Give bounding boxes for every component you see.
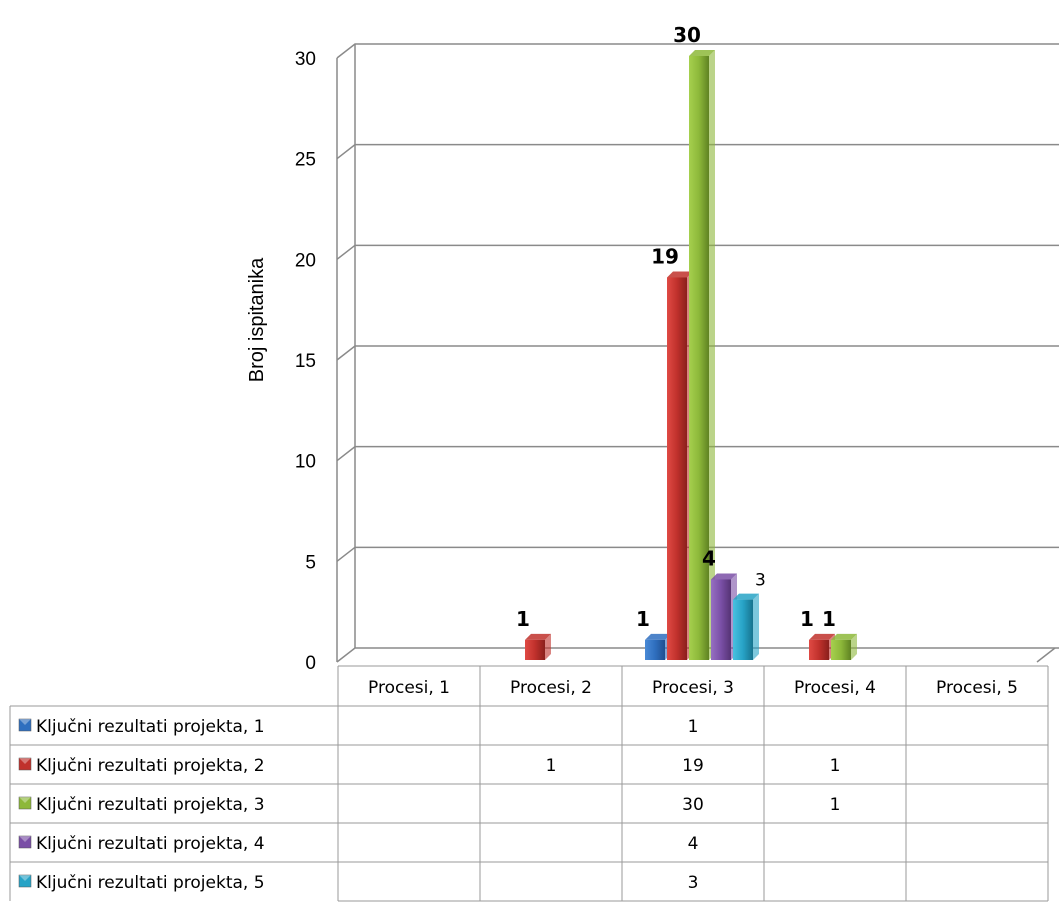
legend-key — [18, 796, 32, 810]
data-label: 1 — [516, 607, 530, 631]
category-label: Procesi, 1 — [368, 678, 450, 698]
y-tick-label: 20 — [295, 250, 316, 271]
bar — [711, 579, 731, 660]
bar — [525, 639, 545, 660]
y-tick-label: 15 — [295, 351, 316, 372]
floor-edge — [1036, 647, 1056, 663]
table-cell-value: 1 — [546, 756, 557, 776]
gridlines — [336, 43, 1059, 663]
y-tick-label: 25 — [295, 150, 316, 171]
table-cell-value: 30 — [682, 795, 704, 815]
data-label: 1 — [800, 607, 814, 631]
legend-key-shine — [19, 758, 31, 764]
category-label: Procesi, 3 — [652, 678, 734, 698]
data-table: Procesi, 1 Procesi, 2 Procesi, 3 Procesi, 4… — [9, 665, 1049, 902]
data-label: 30 — [673, 23, 701, 47]
bar-side — [851, 633, 857, 660]
legend-entry: Ključni rezultati projekta, 3 — [36, 795, 265, 815]
y-axis-title: Broj ispitanika — [246, 257, 268, 382]
data-label: 1 — [636, 607, 650, 631]
legend-entry: Ključni rezultati projekta, 2 — [36, 756, 265, 776]
legend-entry: Ključni rezultati projekta, 5 — [36, 873, 265, 893]
bar-top — [667, 271, 693, 278]
bar — [689, 56, 709, 660]
legend-key-shine — [19, 797, 31, 803]
bar-top — [809, 633, 835, 640]
y-tick-label: 0 — [305, 653, 316, 674]
legend-entry: Ključni rezultati projekta, 1 — [36, 717, 265, 737]
bars — [525, 50, 857, 660]
legend-key — [18, 757, 32, 771]
legend-key-shine — [19, 719, 31, 725]
bar-side — [753, 593, 759, 660]
legend-key-shine — [19, 875, 31, 881]
bar-top — [525, 633, 551, 640]
category-label: Procesi, 2 — [510, 678, 592, 698]
legend-entry: Ključni rezultati projekta, 4 — [36, 834, 265, 854]
bar — [733, 599, 753, 660]
bar — [667, 277, 687, 660]
legend-key — [18, 835, 32, 849]
table-cell-value: 1 — [830, 756, 841, 776]
legend-key — [18, 874, 32, 888]
bar — [645, 639, 665, 660]
legend-key-shine — [19, 836, 31, 842]
bar — [809, 639, 829, 660]
bar-top — [831, 633, 857, 640]
data-label: 4 — [702, 546, 716, 570]
data-label: 1 — [822, 607, 836, 631]
table-cell-value: 19 — [682, 756, 704, 776]
bar-top — [733, 593, 759, 600]
bar-top — [645, 633, 671, 640]
y-tick-label: 5 — [305, 552, 316, 573]
table-cell-value: 1 — [830, 795, 841, 815]
category-label: Procesi, 5 — [936, 678, 1018, 698]
category-label: Procesi, 4 — [794, 678, 876, 698]
bar — [831, 639, 851, 660]
bar-side — [709, 50, 715, 660]
table-cell-value: 1 — [688, 717, 699, 737]
y-tick-labels: 0 5 10 15 20 25 30 — [295, 49, 316, 674]
data-label: 3 — [755, 571, 766, 591]
bar-side — [545, 633, 551, 660]
table-cell-value: 4 — [688, 834, 699, 854]
data-label: 19 — [651, 244, 679, 268]
y-tick-label: 30 — [295, 49, 316, 70]
legend-key — [18, 718, 32, 732]
table-cell-value: 3 — [688, 873, 699, 893]
bar-top — [711, 573, 737, 580]
bar-top — [689, 50, 715, 56]
y-tick-label: 10 — [295, 452, 316, 473]
